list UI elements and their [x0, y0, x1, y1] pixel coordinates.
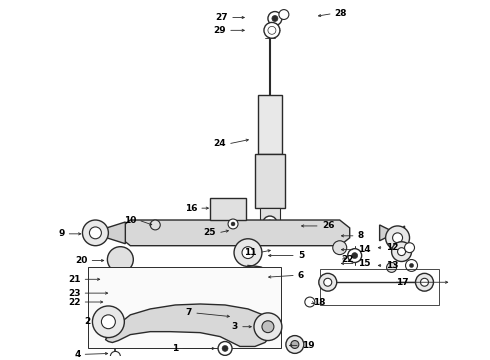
Text: 26: 26 — [322, 221, 334, 230]
Circle shape — [234, 303, 262, 330]
Text: 2: 2 — [84, 317, 91, 326]
Text: 22: 22 — [342, 255, 354, 264]
Text: 7: 7 — [186, 309, 192, 318]
Polygon shape — [380, 225, 405, 241]
Text: 24: 24 — [214, 139, 226, 148]
Text: 5: 5 — [298, 251, 304, 260]
Text: 17: 17 — [395, 278, 408, 287]
Circle shape — [392, 233, 403, 243]
Circle shape — [392, 242, 412, 261]
Circle shape — [218, 342, 232, 355]
Circle shape — [234, 239, 262, 266]
Text: 22: 22 — [68, 297, 80, 306]
Polygon shape — [105, 275, 145, 290]
Circle shape — [231, 222, 235, 226]
Circle shape — [267, 220, 273, 226]
Text: 27: 27 — [216, 13, 228, 22]
Circle shape — [333, 241, 347, 255]
Circle shape — [324, 278, 332, 286]
Circle shape — [150, 220, 160, 230]
Circle shape — [106, 296, 119, 308]
Circle shape — [110, 351, 121, 360]
Circle shape — [319, 273, 337, 291]
Text: 25: 25 — [203, 228, 216, 237]
Bar — [255, 154, 285, 208]
Circle shape — [242, 247, 254, 258]
Text: 8: 8 — [358, 231, 364, 240]
Text: 12: 12 — [386, 243, 398, 252]
Circle shape — [113, 288, 123, 298]
Text: 16: 16 — [185, 204, 197, 213]
Circle shape — [405, 243, 415, 253]
Polygon shape — [96, 222, 125, 244]
Circle shape — [107, 247, 133, 273]
Circle shape — [348, 249, 362, 262]
Circle shape — [90, 227, 101, 239]
Circle shape — [387, 262, 396, 273]
Bar — [210, 198, 246, 220]
Circle shape — [397, 248, 406, 256]
Circle shape — [291, 341, 299, 348]
Circle shape — [263, 216, 277, 230]
Circle shape — [82, 220, 108, 246]
Circle shape — [406, 260, 417, 271]
Circle shape — [101, 315, 115, 329]
Circle shape — [305, 297, 315, 307]
Bar — [89, 267, 281, 348]
Text: 21: 21 — [68, 275, 80, 284]
Circle shape — [93, 306, 124, 338]
Text: 10: 10 — [124, 216, 136, 225]
Circle shape — [262, 321, 274, 333]
Text: 20: 20 — [75, 256, 87, 265]
Circle shape — [352, 253, 358, 258]
Text: 4: 4 — [74, 350, 80, 359]
Circle shape — [279, 10, 289, 19]
Text: 23: 23 — [68, 289, 80, 298]
Text: 19: 19 — [302, 341, 315, 350]
Text: 3: 3 — [232, 322, 238, 331]
Text: 28: 28 — [335, 9, 347, 18]
Text: 18: 18 — [313, 297, 325, 306]
Text: 29: 29 — [214, 26, 226, 35]
Circle shape — [410, 264, 414, 267]
Circle shape — [228, 219, 238, 229]
Text: 15: 15 — [358, 259, 370, 268]
Circle shape — [386, 226, 410, 249]
Polygon shape — [121, 220, 350, 246]
Circle shape — [286, 336, 304, 354]
Circle shape — [110, 300, 114, 304]
Circle shape — [416, 273, 434, 291]
Circle shape — [222, 346, 228, 351]
Text: 11: 11 — [245, 248, 257, 257]
Text: 14: 14 — [358, 245, 370, 254]
Circle shape — [272, 15, 278, 22]
Bar — [320, 269, 440, 305]
Circle shape — [268, 12, 282, 26]
Bar — [260, 208, 280, 223]
Circle shape — [264, 22, 280, 38]
Text: 9: 9 — [58, 229, 65, 238]
Circle shape — [420, 278, 428, 286]
Polygon shape — [105, 304, 272, 346]
Text: 6: 6 — [298, 271, 304, 280]
Circle shape — [268, 26, 276, 34]
Text: 13: 13 — [386, 261, 398, 270]
Circle shape — [242, 311, 254, 323]
Text: 1: 1 — [172, 344, 178, 353]
Circle shape — [254, 313, 282, 341]
Bar — [258, 95, 282, 154]
